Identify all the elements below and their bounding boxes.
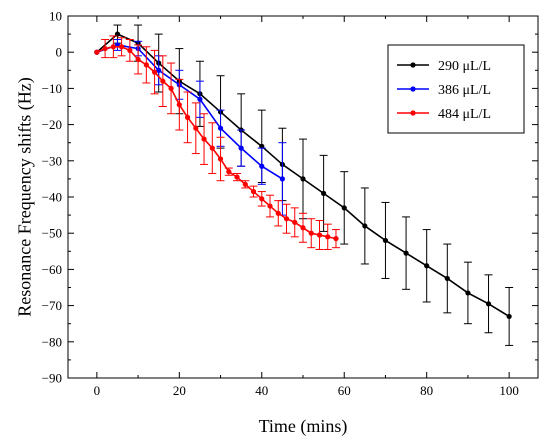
data-point [341, 205, 347, 211]
data-point [292, 219, 298, 225]
data-point [321, 190, 327, 196]
axis-ticks [68, 15, 538, 379]
legend: 290 μL/L 386 μL/L 484 μL/L [387, 44, 525, 134]
data-point [197, 96, 203, 102]
data-point [135, 56, 141, 63]
data-point [242, 181, 248, 187]
y-tick-label: −60 [42, 262, 62, 277]
data-point [267, 203, 273, 209]
data-point [102, 45, 108, 52]
y-tick-label: −80 [42, 334, 62, 349]
legend-swatch-marker [410, 86, 416, 92]
data-point [300, 176, 306, 182]
data-point [110, 44, 116, 50]
data-point [283, 216, 290, 222]
legend-label: 484 μL/L [438, 107, 491, 122]
y-axis-title: Resonance Frequency shifts (Hz) [14, 77, 35, 316]
data-point [201, 136, 207, 142]
x-axis-title: Time (mins) [259, 416, 348, 437]
y-tick-label: −10 [42, 81, 62, 96]
data-point [118, 44, 125, 50]
series-0 [94, 24, 514, 346]
y-tick-labels: 10 0 −10 −20 −30 −40 −50 −60 −70 −80 −90 [42, 9, 62, 386]
series-line [96, 45, 337, 240]
x-tick-label: 80 [420, 383, 433, 398]
x-tick-label: 20 [173, 383, 186, 398]
y-tick-label: −50 [42, 226, 62, 241]
data-point [184, 114, 191, 120]
data-point [279, 176, 285, 182]
y-tick-label: −20 [42, 117, 62, 132]
x-tick-label: 0 [94, 383, 101, 398]
data-point [506, 313, 512, 320]
data-point [151, 69, 158, 75]
data-point [485, 301, 492, 307]
data-point [259, 196, 265, 202]
data-point [424, 263, 430, 269]
data-point [403, 250, 409, 256]
legend-swatch-marker [410, 110, 416, 116]
y-tick-label: −30 [42, 153, 62, 168]
data-point [209, 145, 215, 151]
data-point [325, 234, 331, 240]
data-point [316, 232, 323, 238]
series-line [96, 44, 283, 180]
data-point [156, 67, 162, 73]
data-point [362, 223, 368, 229]
x-tick-labels: 0 20 40 60 80 100 [94, 383, 519, 398]
data-point [275, 210, 281, 216]
legend-label: 290 μL/L [438, 59, 491, 74]
data-point [143, 62, 149, 68]
data-point [94, 49, 100, 55]
legend-label: 386 μL/L [438, 83, 491, 98]
series-1 [94, 39, 287, 216]
y-tick-label: −70 [42, 298, 62, 313]
data-point [382, 237, 389, 244]
data-point [168, 85, 174, 91]
series-2 [94, 35, 340, 250]
x-tick-label: 100 [499, 383, 519, 398]
data-point [250, 188, 257, 195]
data-point [234, 174, 240, 180]
data-point [259, 163, 265, 169]
series-layer [94, 24, 514, 346]
data-point [259, 143, 265, 149]
x-tick-label: 60 [338, 383, 351, 398]
data-point [308, 230, 314, 236]
data-point [465, 290, 471, 296]
y-tick-label: 10 [49, 9, 62, 24]
data-point [176, 102, 182, 108]
y-tick-label: −40 [42, 190, 62, 205]
data-point [193, 125, 199, 131]
data-point [160, 78, 166, 84]
y-tick-label: 0 [56, 45, 63, 60]
data-point [217, 125, 224, 131]
data-point [238, 145, 244, 151]
data-point [217, 156, 224, 162]
data-point [114, 31, 121, 37]
x-tick-label: 40 [255, 383, 268, 398]
legend-swatch-marker [410, 62, 416, 68]
data-point [300, 225, 306, 231]
data-point [333, 236, 339, 242]
y-tick-label: −90 [42, 371, 62, 386]
data-point [226, 169, 232, 175]
data-point [444, 275, 450, 282]
data-point [127, 47, 133, 53]
